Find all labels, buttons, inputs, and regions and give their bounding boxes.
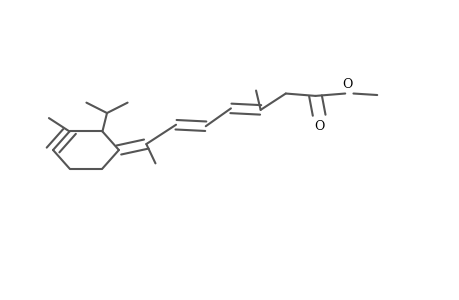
Text: O: O bbox=[313, 120, 324, 133]
Text: O: O bbox=[341, 78, 352, 91]
